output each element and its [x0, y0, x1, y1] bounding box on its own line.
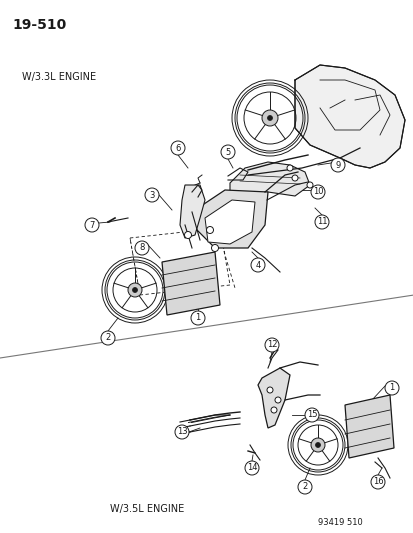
- Polygon shape: [294, 65, 404, 168]
- Circle shape: [132, 287, 137, 293]
- Circle shape: [297, 480, 311, 494]
- Text: 5: 5: [225, 148, 230, 157]
- Circle shape: [291, 175, 297, 181]
- Circle shape: [175, 425, 189, 439]
- Circle shape: [128, 283, 142, 297]
- Circle shape: [261, 110, 277, 126]
- Circle shape: [384, 381, 398, 395]
- Circle shape: [145, 188, 159, 202]
- Text: 9: 9: [335, 160, 340, 169]
- Text: 16: 16: [372, 478, 382, 487]
- Polygon shape: [204, 200, 254, 244]
- Text: 2: 2: [301, 482, 307, 491]
- Circle shape: [250, 258, 264, 272]
- Circle shape: [221, 145, 235, 159]
- Text: 15: 15: [306, 410, 316, 419]
- Circle shape: [271, 407, 276, 413]
- Circle shape: [304, 408, 318, 422]
- Circle shape: [190, 311, 204, 325]
- Circle shape: [85, 218, 99, 232]
- Circle shape: [370, 475, 384, 489]
- Circle shape: [206, 227, 213, 233]
- Text: 3: 3: [149, 190, 154, 199]
- Text: 4: 4: [255, 261, 260, 270]
- Circle shape: [211, 245, 218, 252]
- Text: 6: 6: [175, 143, 180, 152]
- Text: 19-510: 19-510: [12, 18, 66, 32]
- Circle shape: [184, 231, 191, 238]
- Circle shape: [266, 387, 272, 393]
- Text: 8: 8: [139, 244, 144, 253]
- Polygon shape: [180, 185, 204, 238]
- Text: 14: 14: [246, 464, 256, 472]
- Text: 1: 1: [195, 313, 200, 322]
- Circle shape: [330, 158, 344, 172]
- Text: 7: 7: [89, 221, 95, 230]
- Circle shape: [286, 165, 292, 171]
- Circle shape: [315, 442, 320, 448]
- Circle shape: [101, 331, 115, 345]
- Circle shape: [135, 241, 149, 255]
- Circle shape: [264, 338, 278, 352]
- Text: 10: 10: [312, 188, 323, 197]
- Text: 11: 11: [316, 217, 326, 227]
- Text: 1: 1: [389, 384, 394, 392]
- Text: 12: 12: [266, 341, 277, 350]
- Text: 93419 510: 93419 510: [317, 518, 362, 527]
- Text: 2: 2: [105, 334, 110, 343]
- Polygon shape: [192, 190, 267, 248]
- Polygon shape: [257, 368, 289, 428]
- Circle shape: [310, 185, 324, 199]
- Circle shape: [314, 215, 328, 229]
- Circle shape: [306, 182, 312, 188]
- Text: 13: 13: [176, 427, 187, 437]
- Text: W/3.5L ENGINE: W/3.5L ENGINE: [110, 504, 184, 514]
- Polygon shape: [230, 162, 309, 200]
- Polygon shape: [344, 395, 393, 458]
- Circle shape: [310, 438, 324, 452]
- Polygon shape: [161, 252, 219, 315]
- Circle shape: [267, 116, 272, 120]
- Circle shape: [171, 141, 185, 155]
- Circle shape: [274, 397, 280, 403]
- Circle shape: [244, 461, 259, 475]
- Text: W/3.3L ENGINE: W/3.3L ENGINE: [22, 72, 96, 82]
